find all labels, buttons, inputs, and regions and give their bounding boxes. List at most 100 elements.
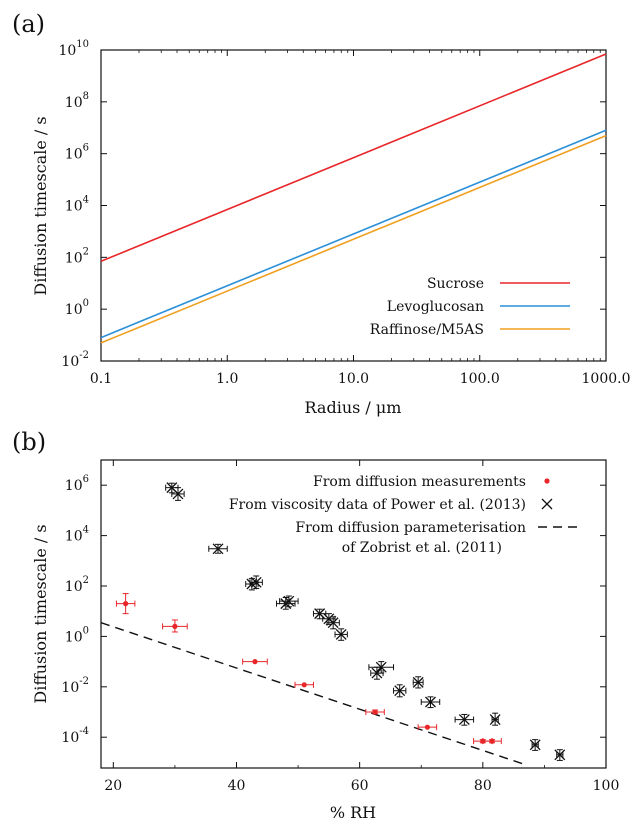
diffusion-data-point [162,619,188,633]
panel-b-legend: From diffusion measurements From viscosit… [229,474,582,556]
diffusion-data-point [365,709,385,716]
y-tick-exponent: 2 [83,246,89,257]
y-tick-exponent: 10 [76,39,89,50]
y-tick-base: 10 [65,147,83,163]
y-tick-label: 102 [65,246,89,266]
viscosity-data-point [249,575,263,589]
y-tick-exponent: 8 [83,91,89,102]
dot-marker [252,659,258,665]
diffusion-data-point [482,738,502,745]
x-tick-label: 0.1 [90,371,112,387]
x-marker-stroke [458,714,470,726]
x-marker-stroke [335,628,347,640]
y-tick-label: 10-4 [61,726,89,746]
series-line-levoglucosan [100,129,607,339]
viscosity-data-point [529,739,541,751]
y-tick-base: 10 [65,302,83,318]
y-tick-base: 10 [65,199,83,215]
x-marker-stroke [425,696,436,708]
panel-a-ticks: 0.1 1.0 10.0 100.0 1000.010-2100102104106108… [58,39,630,387]
dot-marker [372,709,378,715]
y-tick-exponent: 4 [83,195,89,206]
y-tick-label: 108 [65,91,89,111]
dot-marker [172,623,178,629]
x-marker-stroke [172,488,184,500]
legend-label: From diffusion parameterisation [295,520,526,536]
legend-label: Sucrose [427,276,484,292]
x-tick-label: 1000.0 [582,371,631,387]
y-tick-base: 10 [65,529,83,545]
y-tick-label: 10-2 [61,350,89,370]
y-tick-label: 100 [65,625,89,645]
y-tick-label: 1010 [58,39,89,59]
panel-a: (a) 0.1 1.0 10.0 100.0 1000.010-210010210410… [12,10,631,417]
x-marker-stroke [489,714,501,726]
y-tick-base: 10 [61,730,79,746]
panel-a-legend: Sucrose Levoglucosan Raffinose/M5AS [370,276,570,338]
y-tick-base: 10 [61,354,79,370]
panel-a-plot-frame [100,49,607,362]
y-tick-base: 10 [65,95,83,111]
panel-a-series [100,53,607,344]
panel-b-series [101,482,566,766]
viscosity-data-point [420,696,441,709]
x-marker-stroke [554,749,566,761]
viscosity-data-point [368,661,395,674]
x-marker-stroke [541,498,553,510]
x-marker-stroke [412,676,424,688]
x-marker-stroke [166,482,178,494]
x-tick-label: 10.0 [338,371,369,387]
x-marker-stroke [314,608,326,620]
panel-b-plot-frame [100,459,607,769]
parameterisation-dashed-line [101,622,527,766]
y-tick-label: 100 [65,298,89,318]
x-tick-label: 100 [593,778,620,794]
x-marker-stroke [371,667,383,679]
panel-a-x-axis-label: Radius / μm [305,398,402,417]
x-marker-stroke [250,576,262,588]
y-tick-label: 102 [65,575,89,595]
y-tick-exponent: -2 [79,350,89,361]
viscosity-data-point [326,616,340,630]
y-tick-exponent: 6 [83,474,89,485]
viscosity-data-point [412,676,424,689]
x-marker-stroke [283,595,295,607]
x-tick-label: 100.0 [460,371,500,387]
x-marker-stroke [529,739,541,751]
y-tick-exponent: 6 [83,143,89,154]
diffusion-data-point [294,681,314,688]
y-tick-base: 10 [61,680,79,696]
y-tick-label: 106 [65,474,89,494]
viscosity-data-point [171,487,185,501]
panel-a-label: (a) [12,10,45,38]
y-tick-base: 10 [65,250,83,266]
x-tick-label: 80 [474,778,492,794]
viscosity-data-point [208,543,228,555]
viscosity-data-point [279,595,299,608]
series-line-sucrose [100,53,607,263]
legend-label: From viscosity data of Power et al. (201… [229,497,526,513]
diffusion-data-point [417,724,438,731]
panel-b-x-axis-label: % RH [330,803,376,822]
panel-a-y-axis-label: Diffusion timescale / s [31,116,50,295]
y-tick-label: 104 [65,195,89,215]
viscosity-data-point [489,712,501,726]
viscosity-data-point [554,749,566,761]
y-tick-base: 10 [65,579,83,595]
viscosity-data-point [334,628,348,641]
dot-marker [424,724,431,730]
legend-x-swatch [541,498,553,510]
x-tick-label: 1.0 [216,371,238,387]
y-tick-base: 10 [58,43,76,59]
dot-marker [489,738,495,744]
legend-label-line2: of Zobrist et al. (2011) [342,540,502,556]
viscosity-data-point [454,713,475,726]
x-marker-stroke [375,661,387,673]
panel-b-label: (b) [12,428,46,456]
viscosity-data-point [393,684,407,698]
y-tick-exponent: 0 [83,625,89,636]
y-tick-exponent: -2 [79,676,89,687]
